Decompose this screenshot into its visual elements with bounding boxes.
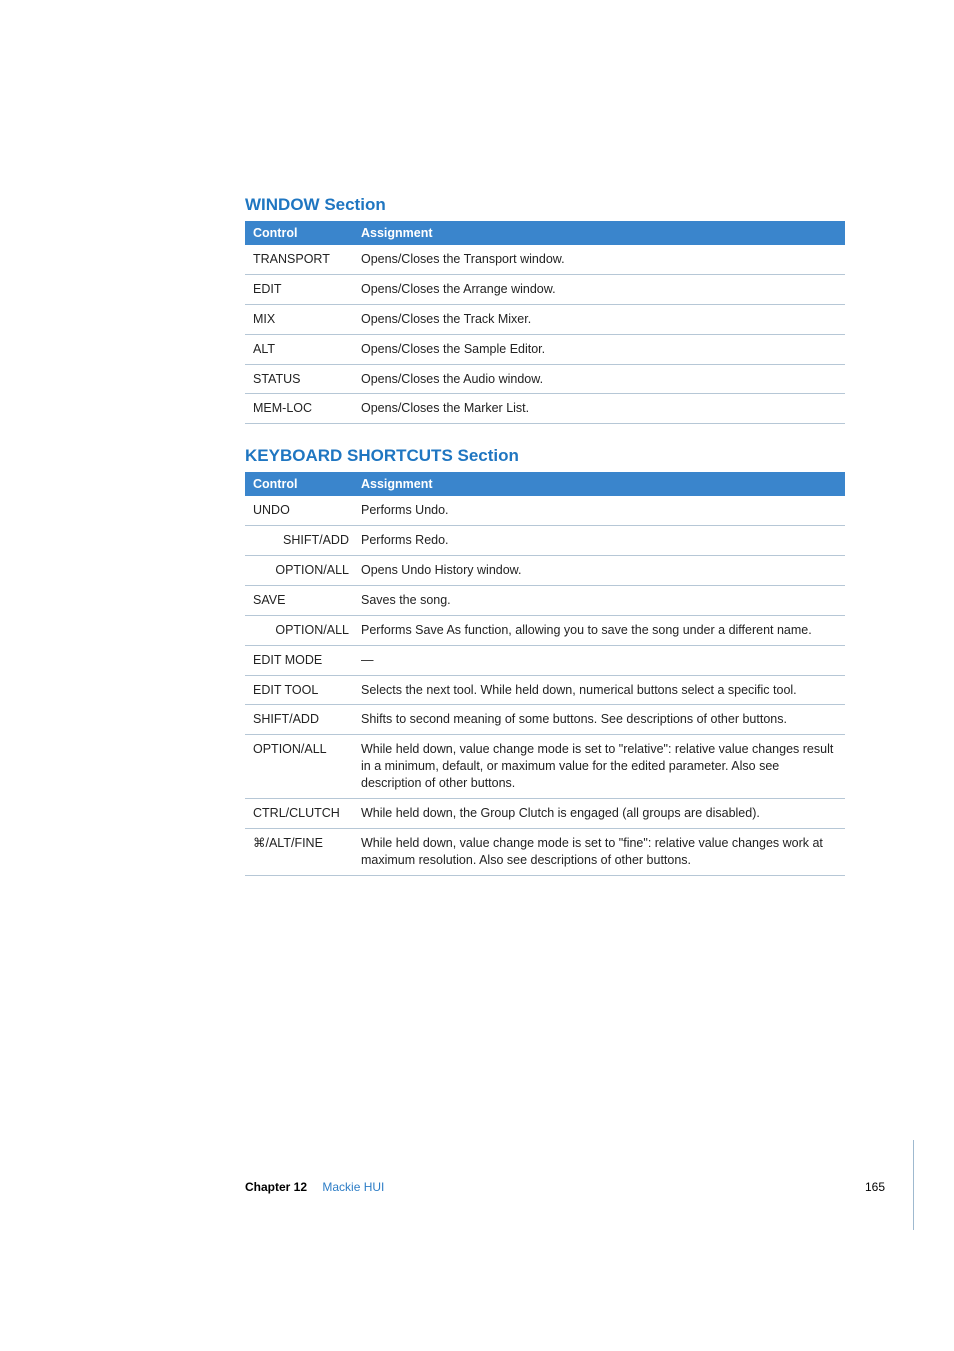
control-cell: ⌘/ALT/FINE [245,828,353,875]
table-row: SAVESaves the song. [245,585,845,615]
table-row: SHIFT/ADDShifts to second meaning of som… [245,705,845,735]
assignment-cell: Saves the song. [353,585,845,615]
control-cell: CTRL/CLUTCH [245,798,353,828]
table-row: EDITOpens/Closes the Arrange window. [245,274,845,304]
assignment-cell: Opens Undo History window. [353,556,845,586]
assignment-cell: — [353,645,845,675]
assignment-cell: Opens/Closes the Transport window. [353,245,845,274]
control-cell: OPTION/ALL [245,556,353,586]
table-body: TRANSPORTOpens/Closes the Transport wind… [245,245,845,424]
table-body: UNDOPerforms Undo.SHIFT/ADDPerforms Redo… [245,496,845,875]
control-cell: EDIT MODE [245,645,353,675]
control-cell: STATUS [245,364,353,394]
assignment-cell: While held down, the Group Clutch is eng… [353,798,845,828]
assignment-cell: Opens/Closes the Arrange window. [353,274,845,304]
assignment-cell: Opens/Closes the Marker List. [353,394,845,424]
table-row: OPTION/ALLWhile held down, value change … [245,735,845,799]
table-row: TRANSPORTOpens/Closes the Transport wind… [245,245,845,274]
chapter-name: Mackie HUI [322,1180,384,1194]
assignment-cell: Performs Undo. [353,496,845,525]
chapter-label: Chapter 12 [245,1180,307,1194]
table-row: EDIT MODE— [245,645,845,675]
table-row: UNDOPerforms Undo. [245,496,845,525]
table-row: STATUSOpens/Closes the Audio window. [245,364,845,394]
column-header-assignment: Assignment [353,221,845,245]
assignment-cell: While held down, value change mode is se… [353,828,845,875]
control-cell: SAVE [245,585,353,615]
control-cell: ALT [245,334,353,364]
table-row: CTRL/CLUTCHWhile held down, the Group Cl… [245,798,845,828]
control-cell: MEM-LOC [245,394,353,424]
column-header-control: Control [245,472,353,496]
control-cell: EDIT TOOL [245,675,353,705]
assignment-cell: While held down, value change mode is se… [353,735,845,799]
control-cell: TRANSPORT [245,245,353,274]
table-row: ALTOpens/Closes the Sample Editor. [245,334,845,364]
footer-left: Chapter 12 Mackie HUI [245,1180,384,1194]
window-section-table: Control Assignment TRANSPORTOpens/Closes… [245,221,845,424]
page-footer: Chapter 12 Mackie HUI 165 [245,1180,885,1194]
control-cell: OPTION/ALL [245,735,353,799]
page-content: WINDOW Section Control Assignment TRANSP… [245,195,845,898]
page-edge-rule [913,1140,914,1230]
assignment-cell: Opens/Closes the Audio window. [353,364,845,394]
column-header-control: Control [245,221,353,245]
control-cell: UNDO [245,496,353,525]
table-row: MIXOpens/Closes the Track Mixer. [245,304,845,334]
section-title: KEYBOARD SHORTCUTS Section [245,446,845,466]
table-row: ⌘/ALT/FINEWhile held down, value change … [245,828,845,875]
section-title: WINDOW Section [245,195,845,215]
control-cell: SHIFT/ADD [245,705,353,735]
table-row: EDIT TOOLSelects the next tool. While he… [245,675,845,705]
control-cell: MIX [245,304,353,334]
control-cell: EDIT [245,274,353,304]
assignment-cell: Opens/Closes the Sample Editor. [353,334,845,364]
control-cell: SHIFT/ADD [245,526,353,556]
page-number: 165 [865,1180,885,1194]
table-row: SHIFT/ADDPerforms Redo. [245,526,845,556]
control-cell: OPTION/ALL [245,615,353,645]
assignment-cell: Performs Redo. [353,526,845,556]
table-row: OPTION/ALLOpens Undo History window. [245,556,845,586]
table-row: OPTION/ALLPerforms Save As function, all… [245,615,845,645]
assignment-cell: Selects the next tool. While held down, … [353,675,845,705]
assignment-cell: Opens/Closes the Track Mixer. [353,304,845,334]
assignment-cell: Performs Save As function, allowing you … [353,615,845,645]
table-row: MEM-LOCOpens/Closes the Marker List. [245,394,845,424]
column-header-assignment: Assignment [353,472,845,496]
assignment-cell: Shifts to second meaning of some buttons… [353,705,845,735]
keyboard-shortcuts-table: Control Assignment UNDOPerforms Undo.SHI… [245,472,845,875]
